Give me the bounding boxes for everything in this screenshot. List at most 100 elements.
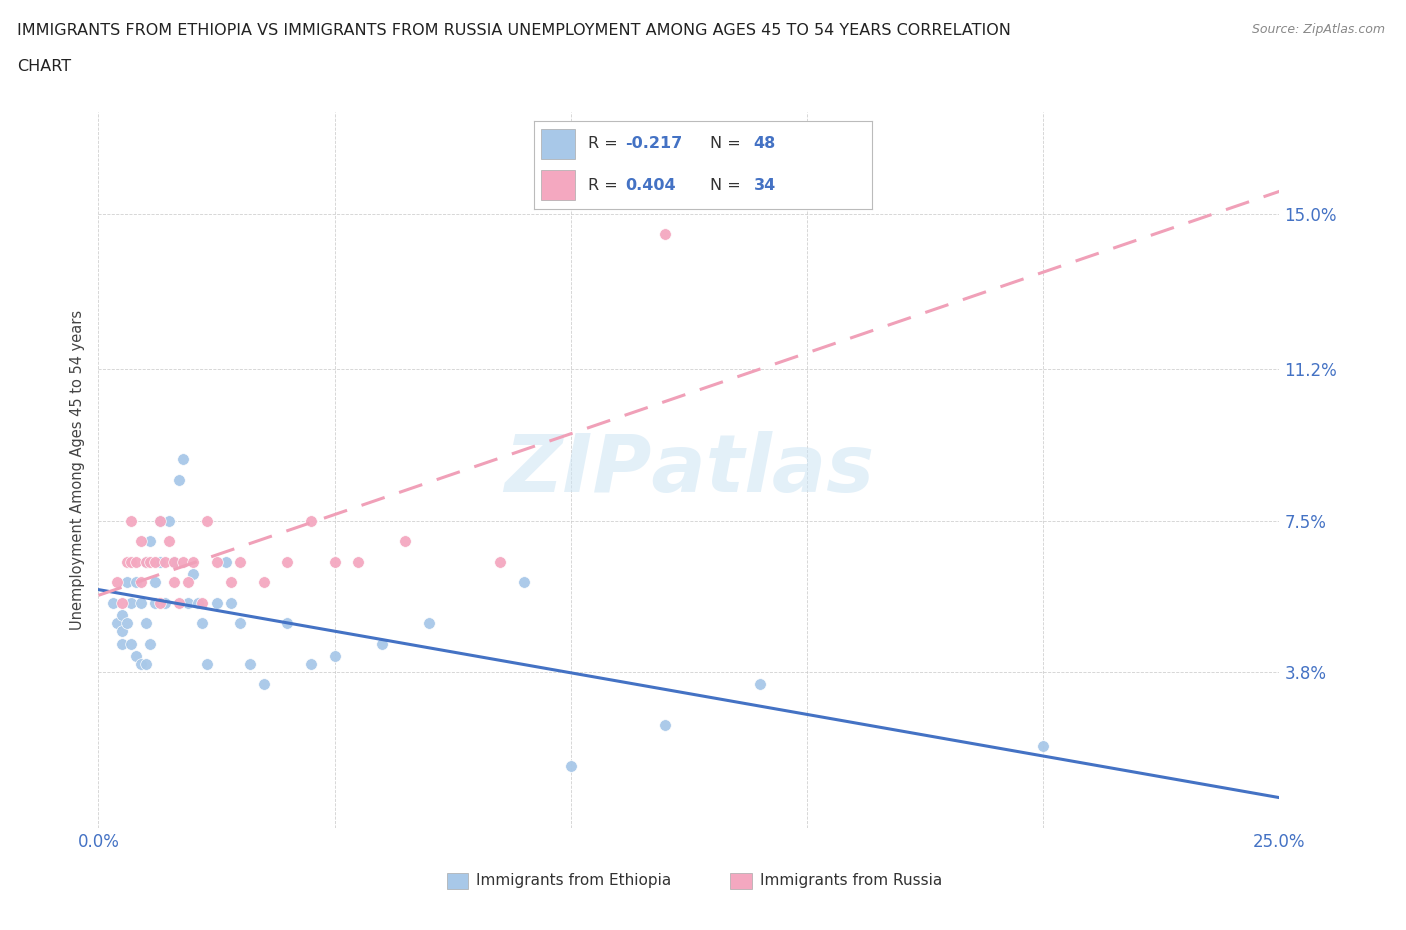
Point xyxy=(394,534,416,549)
Point xyxy=(163,575,186,590)
Point xyxy=(205,595,228,610)
Point xyxy=(191,616,214,631)
Point xyxy=(187,595,209,610)
Text: -0.217: -0.217 xyxy=(626,137,683,152)
Point xyxy=(512,575,534,590)
Point xyxy=(215,554,238,569)
Point xyxy=(105,616,128,631)
Point xyxy=(299,657,322,671)
Point xyxy=(654,718,676,733)
Point xyxy=(167,595,190,610)
Point xyxy=(157,513,180,528)
Point xyxy=(299,513,322,528)
Point xyxy=(253,677,276,692)
Point xyxy=(121,513,143,528)
Y-axis label: Unemployment Among Ages 45 to 54 years: Unemployment Among Ages 45 to 54 years xyxy=(69,310,84,630)
Point xyxy=(121,554,143,569)
Text: 48: 48 xyxy=(754,137,776,152)
Point xyxy=(111,624,134,639)
Point xyxy=(253,575,276,590)
Point xyxy=(135,554,157,569)
Point xyxy=(347,554,370,569)
Text: N =: N = xyxy=(710,178,745,193)
Point xyxy=(489,554,512,569)
Text: R =: R = xyxy=(588,137,623,152)
Point xyxy=(163,554,186,569)
Point xyxy=(239,657,262,671)
Point xyxy=(139,636,162,651)
Point xyxy=(115,575,138,590)
Point xyxy=(111,595,134,610)
Point xyxy=(111,607,134,622)
Point xyxy=(323,648,346,663)
Point xyxy=(125,575,148,590)
Point xyxy=(1032,738,1054,753)
FancyBboxPatch shape xyxy=(730,873,752,888)
Point xyxy=(105,575,128,590)
FancyBboxPatch shape xyxy=(541,170,575,201)
Point xyxy=(177,575,200,590)
Point xyxy=(172,554,194,569)
Point xyxy=(323,554,346,569)
Point xyxy=(560,759,582,774)
Point xyxy=(153,554,176,569)
Point xyxy=(143,595,166,610)
Point xyxy=(129,595,152,610)
Point xyxy=(276,554,298,569)
Point xyxy=(135,616,157,631)
Point xyxy=(121,636,143,651)
FancyBboxPatch shape xyxy=(447,873,468,888)
Text: IMMIGRANTS FROM ETHIOPIA VS IMMIGRANTS FROM RUSSIA UNEMPLOYMENT AMONG AGES 45 TO: IMMIGRANTS FROM ETHIOPIA VS IMMIGRANTS F… xyxy=(17,23,1011,38)
Point xyxy=(181,554,204,569)
Point xyxy=(177,595,200,610)
Point xyxy=(143,575,166,590)
Point xyxy=(125,648,148,663)
Point xyxy=(139,534,162,549)
Point xyxy=(101,595,124,610)
Point xyxy=(149,513,172,528)
Point xyxy=(654,227,676,242)
Point xyxy=(276,616,298,631)
Point xyxy=(129,575,152,590)
Point xyxy=(191,595,214,610)
Point xyxy=(219,595,242,610)
Point xyxy=(418,616,440,631)
Point xyxy=(149,513,172,528)
Point xyxy=(149,595,172,610)
Text: N =: N = xyxy=(710,137,745,152)
Text: ZIP​atlas: ZIP​atlas xyxy=(503,431,875,509)
Point xyxy=(115,554,138,569)
Text: Immigrants from Russia: Immigrants from Russia xyxy=(759,873,942,888)
Point xyxy=(115,616,138,631)
Point xyxy=(121,595,143,610)
Point xyxy=(167,472,190,487)
Point xyxy=(748,677,770,692)
Text: CHART: CHART xyxy=(17,59,70,73)
Point xyxy=(229,554,252,569)
Text: Immigrants from Ethiopia: Immigrants from Ethiopia xyxy=(477,873,672,888)
Point xyxy=(371,636,394,651)
Point xyxy=(135,554,157,569)
Point xyxy=(153,595,176,610)
Point xyxy=(172,452,194,467)
FancyBboxPatch shape xyxy=(541,129,575,159)
Point xyxy=(143,554,166,569)
Point xyxy=(163,554,186,569)
Point xyxy=(229,616,252,631)
Text: Source: ZipAtlas.com: Source: ZipAtlas.com xyxy=(1251,23,1385,36)
Point xyxy=(195,657,218,671)
Point xyxy=(205,554,228,569)
Point xyxy=(139,554,162,569)
Point xyxy=(125,554,148,569)
Point xyxy=(129,657,152,671)
Point xyxy=(111,636,134,651)
Point xyxy=(195,513,218,528)
Point xyxy=(149,554,172,569)
Point xyxy=(135,657,157,671)
Point xyxy=(157,534,180,549)
Point xyxy=(129,534,152,549)
Point xyxy=(181,566,204,581)
Text: 0.404: 0.404 xyxy=(626,178,676,193)
Text: 34: 34 xyxy=(754,178,776,193)
Point xyxy=(219,575,242,590)
